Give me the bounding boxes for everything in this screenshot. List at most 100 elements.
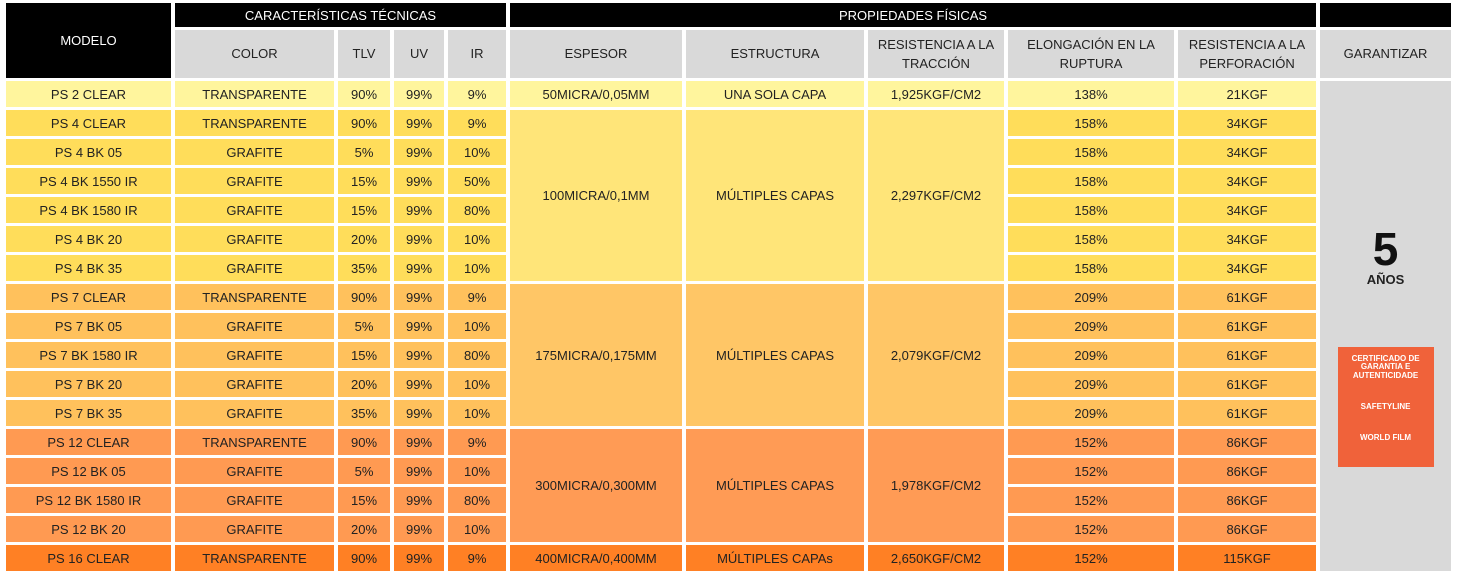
cell: 10% xyxy=(448,313,506,339)
cell: 34KGF xyxy=(1178,255,1317,281)
cell: 152% xyxy=(1008,458,1174,484)
cell: 10% xyxy=(448,458,506,484)
cell: 34KGF xyxy=(1178,197,1317,223)
cell: TRANSPARENTE xyxy=(175,81,334,107)
cell: 99% xyxy=(394,400,444,426)
group-header: CARACTERÍSTICAS TÉCNICAS xyxy=(175,3,506,27)
cell: 99% xyxy=(394,139,444,165)
data-row: PS 4 BK 1580 IR GRAFITE 15% 99% 80% 158% 34KGF xyxy=(6,197,1451,223)
cell: 86KGF xyxy=(1178,487,1317,513)
cell: 115KGF xyxy=(1178,545,1317,571)
cell: 20% xyxy=(338,226,390,252)
cell: GRAFITE xyxy=(175,168,334,194)
header-cell: ELONGACIÓN EN LA RUPTURA xyxy=(1008,30,1174,78)
header-cell: UV xyxy=(394,30,444,78)
data-row: PS 7 BK 1580 IR GRAFITE 15% 99% 80% 209% 61KGF xyxy=(6,342,1451,368)
cell: 10% xyxy=(448,255,506,281)
cell: PS 7 BK 35 xyxy=(6,400,171,426)
cell: GRAFITE xyxy=(175,197,334,223)
merged-cell: 100MICRA/0,1MM xyxy=(510,110,682,281)
header-cell: ESPESOR xyxy=(510,30,682,78)
cell: PS 7 CLEAR xyxy=(6,284,171,310)
cell: 152% xyxy=(1008,487,1174,513)
cell: 35% xyxy=(338,255,390,281)
cell: 34KGF xyxy=(1178,226,1317,252)
cell: PS 12 BK 05 xyxy=(6,458,171,484)
cell: 86KGF xyxy=(1178,516,1317,542)
data-row: PS 12 BK 20 GRAFITE 20% 99% 10% 152% 86KGF xyxy=(6,516,1451,542)
cell: 99% xyxy=(394,81,444,107)
cell: GRAFITE xyxy=(175,313,334,339)
warranty-unit: AÑOS xyxy=(1366,271,1405,287)
warranty-years: 5 xyxy=(1372,222,1399,275)
cell: 34KGF xyxy=(1178,168,1317,194)
cell: GRAFITE xyxy=(175,516,334,542)
cell: 209% xyxy=(1008,284,1174,310)
cell: 99% xyxy=(394,313,444,339)
merged-cell: 175MICRA/0,175MM xyxy=(510,284,682,426)
cell: GRAFITE xyxy=(175,226,334,252)
cell: 61KGF xyxy=(1178,284,1317,310)
cell: GRAFITE xyxy=(175,255,334,281)
data-row: PS 12 BK 1580 IR GRAFITE 15% 99% 80% 152% 86KG… xyxy=(6,487,1451,513)
header-cell xyxy=(1320,3,1452,27)
cell: PS 12 CLEAR xyxy=(6,429,171,455)
cell: TRANSPARENTE xyxy=(175,284,334,310)
cell: 21KGF xyxy=(1178,81,1317,107)
data-row: PS 7 BK 05 GRAFITE 5% 99% 10% 209% 61KGF xyxy=(6,313,1451,339)
data-row: PS 16 CLEAR TRANSPARENTE 90% 99% 9% 400MICRA/… xyxy=(6,545,1451,571)
cell: 61KGF xyxy=(1178,371,1317,397)
cell: 99% xyxy=(394,458,444,484)
cell: 99% xyxy=(394,545,444,571)
data-row: PS 7 BK 20 GRAFITE 20% 99% 10% 209% 61KGF xyxy=(6,371,1451,397)
data-row: PS 2 CLEAR TRANSPARENTE 90% 99% 9% 50MICRA/0,… xyxy=(6,81,1452,571)
cell: 9% xyxy=(448,81,506,107)
cell: 158% xyxy=(1008,197,1174,223)
merged-cell: 400MICRA/0,400MM xyxy=(510,545,682,571)
merged-cell: 50MICRA/0,05MM xyxy=(510,81,682,107)
cell: 34KGF xyxy=(1178,139,1317,165)
merged-cell: MÚLTIPLES CAPAS xyxy=(686,284,864,426)
cell: GRAFITE xyxy=(175,139,334,165)
cell: PS 4 BK 1580 IR xyxy=(6,197,171,223)
merged-cell: UNA SOLA CAPA xyxy=(686,81,864,107)
data-row: PS 12 CLEAR TRANSPARENTE 90% 99% 9% 300MICRA/… xyxy=(6,429,1451,542)
merged-cell: MÚLTIPLES CAPAS xyxy=(686,429,864,542)
cell: 9% xyxy=(448,429,506,455)
cell: 15% xyxy=(338,197,390,223)
cell: 99% xyxy=(394,168,444,194)
cell: 158% xyxy=(1008,168,1174,194)
cell: 99% xyxy=(394,197,444,223)
cell: 50% xyxy=(448,168,506,194)
cell: 20% xyxy=(338,516,390,542)
cell: PS 16 CLEAR xyxy=(6,545,171,571)
cell: PS 7 BK 20 xyxy=(6,371,171,397)
cell: 10% xyxy=(448,139,506,165)
cell: 158% xyxy=(1008,139,1174,165)
cell: 10% xyxy=(448,371,506,397)
cell: 9% xyxy=(448,545,506,571)
cell: 15% xyxy=(338,342,390,368)
header-cell: RESISTENCIA A LA TRACCIÓN xyxy=(868,30,1004,78)
cell: PS 4 BK 20 xyxy=(6,226,171,252)
cell: 90% xyxy=(338,545,390,571)
cell: 99% xyxy=(394,342,444,368)
cell: PS 7 BK 05 xyxy=(6,313,171,339)
data-row: PS 12 BK 05 GRAFITE 5% 99% 10% 152% 86KGF xyxy=(6,458,1451,484)
cell: 86KGF xyxy=(1178,458,1317,484)
cell: 80% xyxy=(448,197,506,223)
cell: 9% xyxy=(448,110,506,136)
cell: 99% xyxy=(394,487,444,513)
cell: 209% xyxy=(1008,371,1174,397)
cell: 99% xyxy=(394,284,444,310)
cell: 10% xyxy=(448,516,506,542)
cell: 9% xyxy=(448,284,506,310)
cell: GRAFITE xyxy=(175,458,334,484)
cell: 10% xyxy=(448,400,506,426)
merged-cell: 2,297KGF/CM2 xyxy=(868,110,1004,281)
merged-cell: MÚLTIPLES CAPAS xyxy=(686,110,864,281)
cell: 20% xyxy=(338,371,390,397)
cell: 209% xyxy=(1008,400,1174,426)
certificate-brand: SAFETYLINE xyxy=(1360,401,1411,411)
